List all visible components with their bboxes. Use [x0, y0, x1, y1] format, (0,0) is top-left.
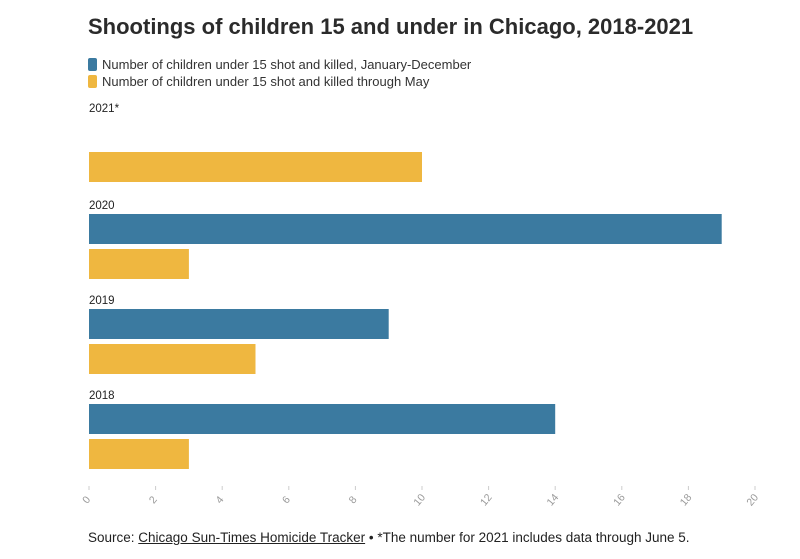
x-tick-label: 12	[478, 492, 495, 509]
bar-2019-through-may	[89, 344, 256, 374]
source-prefix: Source:	[88, 530, 139, 545]
bar-2021-through-may	[89, 152, 422, 182]
category-label: 2021*	[89, 103, 120, 115]
legend: Number of children under 15 shot and kil…	[88, 56, 471, 90]
legend-label-full-year: Number of children under 15 shot and kil…	[102, 57, 472, 72]
bar-2018-through-may	[89, 439, 189, 469]
legend-swatch-through-may	[88, 75, 97, 88]
category-label: 2018	[89, 390, 115, 402]
x-tick-label: 10	[411, 492, 428, 509]
chart-title: Shootings of children 15 and under in Ch…	[88, 14, 694, 39]
legend-swatch-full-year	[88, 58, 97, 71]
footer-separator: •	[365, 530, 378, 545]
x-tick-label: 4	[213, 494, 226, 506]
legend-item-full-year: Number of children under 15 shot and kil…	[88, 56, 471, 73]
legend-label-through-may: Number of children under 15 shot and kil…	[102, 74, 430, 89]
x-tick-label: 18	[678, 492, 695, 509]
category-label: 2020	[89, 200, 115, 212]
footer-note: *The number for 2021 includes data throu…	[377, 530, 690, 545]
source-link[interactable]: Chicago Sun-Times Homicide Tracker	[138, 530, 366, 545]
x-tick-label: 0	[80, 494, 93, 506]
x-tick-label: 16	[611, 492, 628, 509]
x-tick-label: 2	[147, 494, 160, 506]
x-tick-label: 8	[347, 494, 360, 506]
bar-2020-through-may	[89, 249, 189, 279]
bar-2020-full-year	[89, 214, 722, 244]
x-tick-label: 14	[545, 492, 562, 509]
bar-2018-full-year	[89, 404, 556, 434]
category-label: 2019	[89, 295, 115, 307]
bar-2019-full-year	[89, 309, 389, 339]
source-footer: Source: Chicago Sun-Times Homicide Track…	[88, 530, 690, 545]
x-tick-label: 20	[744, 492, 761, 509]
x-tick-label: 6	[280, 494, 293, 506]
legend-item-through-may: Number of children under 15 shot and kil…	[88, 73, 471, 90]
